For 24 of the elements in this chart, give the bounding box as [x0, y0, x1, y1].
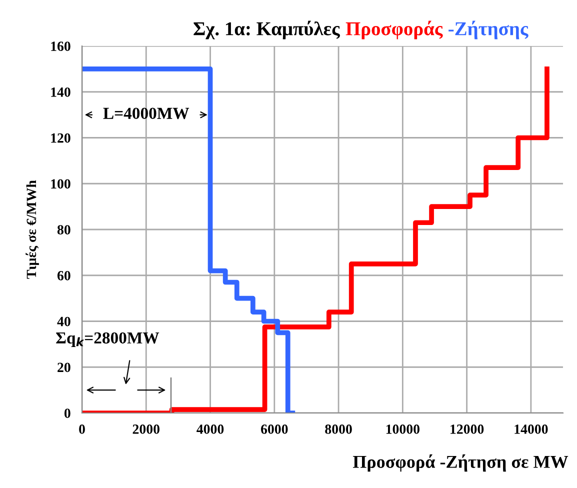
y-tick-label: 140 [51, 87, 70, 97]
y-tick-label: 80 [57, 225, 70, 234]
x-tick-label: 4000 [196, 424, 224, 434]
text: Προσφοράς [346, 20, 443, 40]
y-tick-label: 20 [58, 362, 70, 372]
x-tick-label: 12000 [450, 424, 484, 434]
x-tick-label: 10000 [386, 424, 420, 434]
y-tick-label: 40 [57, 316, 70, 326]
x-tick-label: 6000 [260, 424, 288, 434]
y-tick-label: 100 [51, 179, 70, 189]
y-axis-title: Τιμές σε €/MWh [26, 180, 39, 279]
y-tick-label: 60 [57, 270, 70, 280]
x-tick-label: 8000 [325, 424, 352, 434]
x-axis-title: Προσφορά -Ζήτηση σε MW [352, 454, 568, 472]
y-tick-label: 160 [51, 42, 70, 51]
text: -Ζήτησης [448, 20, 528, 40]
y-tick-label: 120 [51, 133, 70, 143]
annotation: L=4000MW [103, 108, 190, 120]
x-tick-label: 2000 [132, 424, 160, 434]
x-tick-label: 14000 [514, 424, 548, 434]
y-tick-label: 0 [64, 408, 70, 418]
annotation: Σq$_{k}$=2800MW [56, 332, 160, 347]
x-tick-label: 0 [79, 424, 85, 434]
chart-title: Σχ. 1α: Καμπύλες [194, 20, 340, 40]
